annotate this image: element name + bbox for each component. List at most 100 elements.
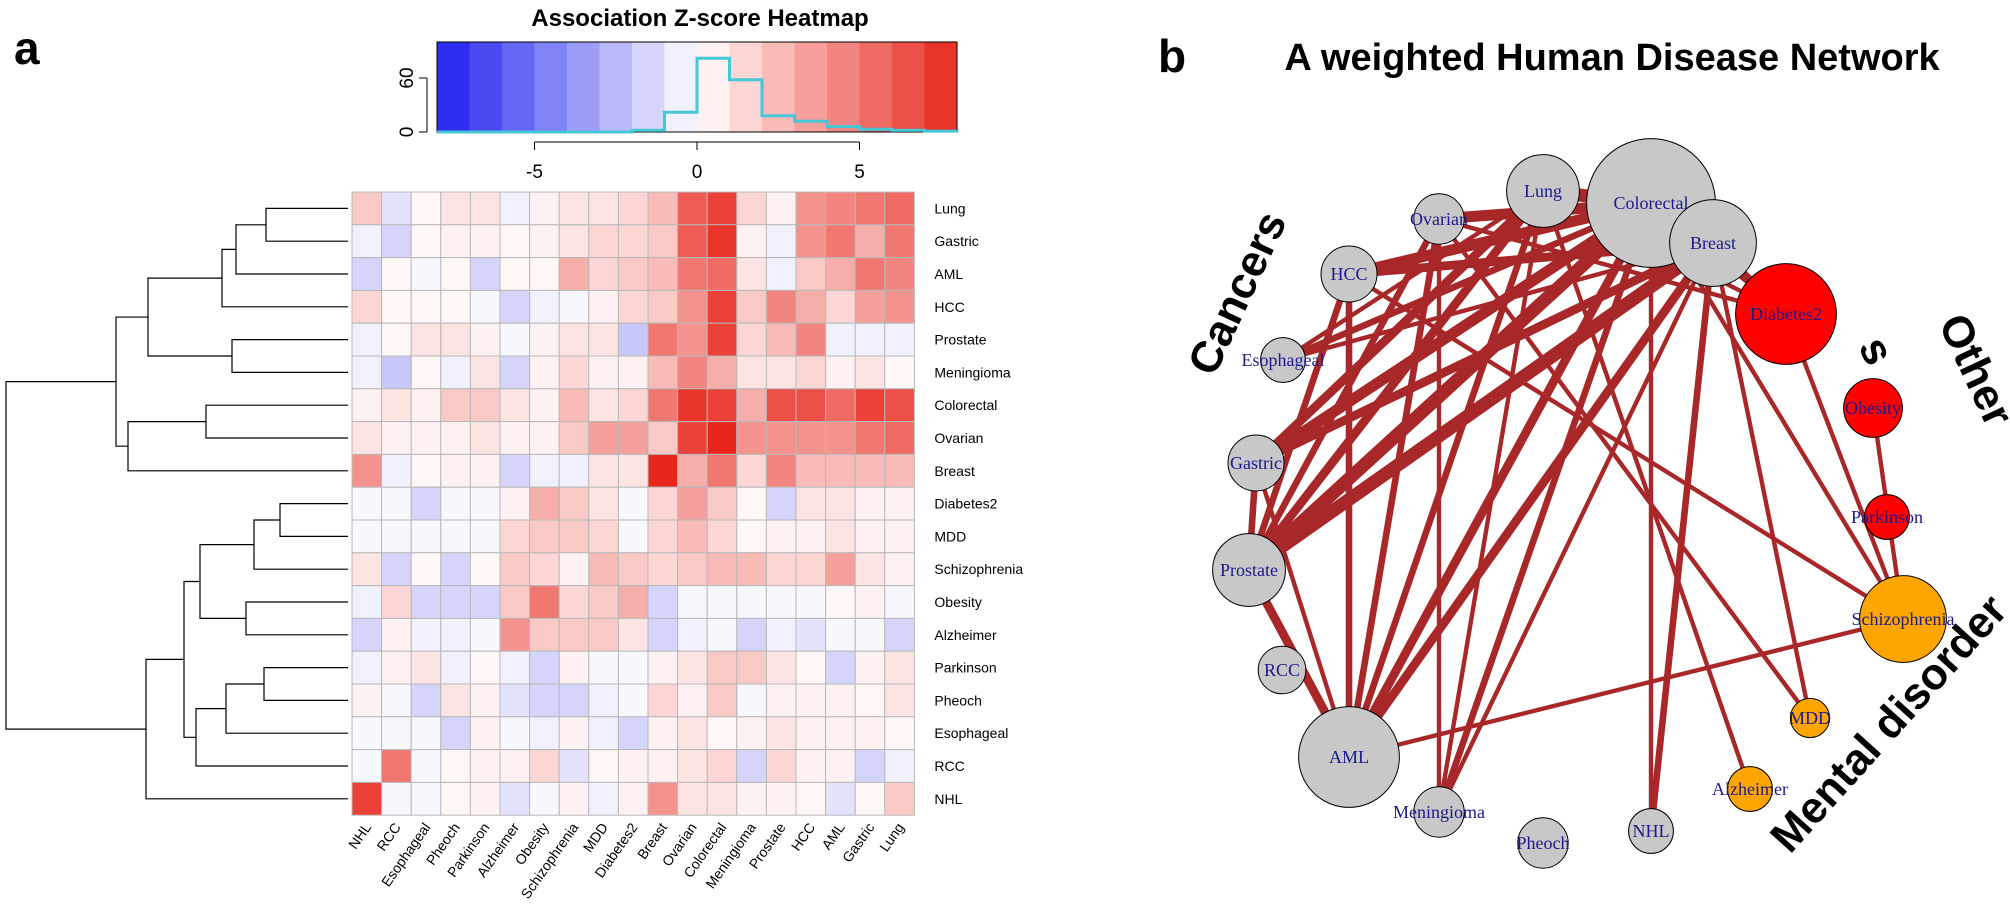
heatmap-cell: [854, 421, 886, 455]
heatmap-cell: [351, 519, 383, 554]
network-edge: [1436, 240, 1716, 815]
network-edge: [1245, 270, 1353, 574]
heatmap-column-label: Lung: [876, 820, 907, 855]
heatmap-cell: [558, 257, 590, 291]
network-edge: [1647, 239, 1717, 835]
heatmap-cell: [499, 617, 531, 652]
network-edge: [1436, 188, 1546, 815]
color-key-bin: [599, 42, 633, 132]
color-key-bin: [859, 42, 893, 132]
heatmap-cell: [884, 585, 915, 619]
heatmap-cell: [677, 453, 708, 488]
heatmap-cell: [617, 388, 649, 423]
heatmap-row-label: RCC: [934, 758, 964, 774]
heatmap-cell: [706, 355, 738, 390]
heatmap-row-label: Ovarian: [934, 430, 983, 446]
heatmap-cell: [825, 585, 856, 619]
heatmap-cell: [351, 421, 383, 455]
heatmap-cell: [499, 257, 531, 291]
heatmap-cell: [825, 355, 856, 390]
heatmap-cell: [617, 453, 649, 488]
color-key-bin: [567, 42, 600, 132]
heatmap-cell: [647, 650, 679, 685]
heatmap-cell: [499, 749, 531, 783]
heatmap-cell: [854, 257, 886, 291]
heatmap-cell: [765, 289, 797, 324]
dendrogram-branch: [195, 708, 348, 767]
heatmap-cell: [825, 322, 856, 357]
heatmap-cell: [647, 289, 679, 324]
heatmap-cell: [765, 650, 797, 685]
heatmap-column-label: NHL: [345, 820, 374, 852]
heatmap-cell: [381, 486, 412, 521]
network-edge: [1344, 198, 1656, 762]
heatmap-cell: [617, 224, 649, 259]
heatmap-cell: [795, 257, 827, 291]
network-edge: [1244, 186, 1548, 575]
heatmap-cell: [410, 683, 442, 718]
heatmap-cell: [795, 683, 827, 718]
network-node-label: Pheoch: [1517, 833, 1570, 853]
heatmap-cell: [765, 585, 797, 619]
heatmap-cell: [558, 355, 590, 390]
heatmap-cell: [558, 322, 590, 357]
color-key-bin: [729, 42, 763, 132]
heatmap-cell: [736, 322, 767, 357]
heatmap-cell: [884, 355, 915, 390]
heatmap-cell: [469, 617, 501, 652]
heatmap-cell: [795, 453, 827, 488]
network-edge: [1435, 199, 1655, 816]
heatmap-cell: [765, 716, 797, 751]
heatmap-cell: [410, 716, 442, 751]
heatmap-cell: [765, 257, 797, 291]
heatmap-cell: [351, 289, 383, 324]
heatmap-grid: [351, 191, 915, 816]
network-edge: [1242, 196, 1658, 577]
heatmap-cell: [558, 224, 590, 259]
heatmap-cell: [647, 781, 679, 816]
heatmap-cell: [381, 585, 412, 619]
heatmap-cell: [825, 257, 856, 291]
heatmap-cell: [440, 257, 471, 291]
dendrogram-branch: [225, 683, 348, 734]
heatmap-cell: [469, 388, 501, 423]
heatmap-cell: [765, 191, 797, 226]
network-node: [1257, 645, 1307, 695]
heatmap-cell: [588, 749, 619, 783]
network-node-label: Obesity: [1845, 398, 1901, 418]
heatmap-cell: [499, 781, 531, 816]
color-key-axes: 0 60 -5 0 5: [397, 67, 865, 183]
heatmap-cell: [440, 552, 471, 587]
heatmap-cell: [558, 388, 590, 423]
heatmap-cell: [825, 749, 856, 783]
panel-b-letter: b: [1158, 30, 1186, 82]
heatmap-cell: [825, 289, 856, 324]
heatmap-cell: [351, 650, 383, 685]
heatmap-cell: [884, 289, 915, 324]
heatmap-column-labels: NHL RCCEsophagealPheochParkinsonAlzheimer…: [345, 819, 907, 901]
heatmap-cell: [499, 453, 531, 488]
heatmap-cell: [765, 453, 797, 488]
heatmap-cell: [440, 289, 471, 324]
heatmap-cell: [795, 322, 827, 357]
heatmap-cell: [677, 322, 708, 357]
heatmap-cell: [410, 257, 442, 291]
heatmap-cell: [529, 322, 560, 357]
heatmap-cell: [499, 289, 531, 324]
heatmap-cell: [588, 388, 619, 423]
heatmap-cell: [588, 322, 619, 357]
heatmap-cell: [884, 322, 915, 357]
heatmap-cell: [469, 519, 501, 554]
heatmap-cell: [884, 486, 915, 521]
heatmap-cell: [706, 224, 738, 259]
heatmap-cell: [825, 191, 856, 226]
network-node: [1227, 434, 1285, 492]
heatmap-cell: [706, 322, 738, 357]
heatmap-row-labels: Lung Gastric AML HCC Prostate Meningioma Color…: [934, 200, 1023, 806]
heatmap-cell: [706, 289, 738, 324]
heatmap-cell: [558, 552, 590, 587]
heatmap-cell: [647, 388, 679, 423]
heatmap-cell: [825, 617, 856, 652]
network-node: [1506, 154, 1580, 228]
